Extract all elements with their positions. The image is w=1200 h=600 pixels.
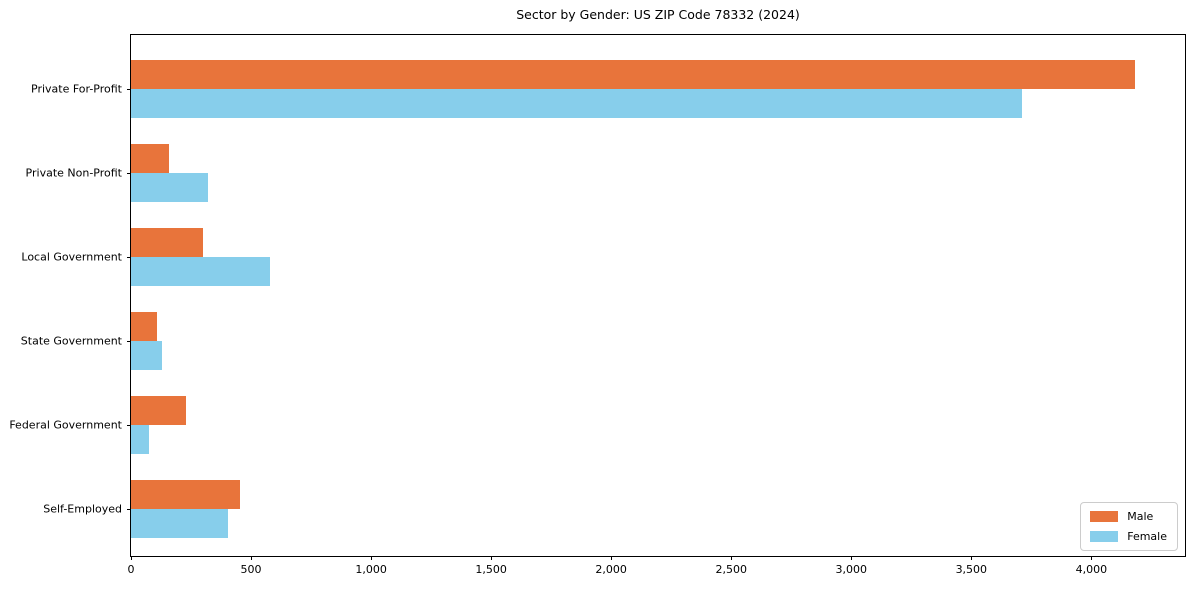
- female-bar: [131, 257, 271, 286]
- x-tick-mark: [850, 556, 852, 560]
- female-series-swatch: [1090, 531, 1119, 542]
- x-tick-label: 3,000: [835, 563, 868, 576]
- y-tick-label: Private For-Profit: [31, 82, 122, 96]
- female-bar: [131, 425, 149, 454]
- male-bar: [131, 396, 187, 425]
- y-tick-mark: [127, 88, 131, 90]
- y-tick-label: Private Non-Profit: [25, 166, 122, 180]
- female-bar: [131, 173, 208, 202]
- x-tick-mark: [730, 556, 732, 560]
- legend-label-male: Male: [1127, 510, 1154, 523]
- female-bar: [131, 509, 229, 538]
- legend-label-female: Female: [1127, 530, 1167, 543]
- x-tick-label: 4,000: [1075, 563, 1108, 576]
- female-bar: [131, 341, 163, 370]
- x-tick-label: 1,000: [355, 563, 387, 576]
- y-tick-label: State Government: [20, 334, 122, 348]
- legend-row-male: Male: [1090, 510, 1167, 523]
- y-tick-mark: [127, 340, 131, 342]
- legend: Male Female: [1080, 502, 1178, 551]
- male-bar: [131, 312, 158, 341]
- x-tick-mark: [610, 556, 612, 560]
- y-tick-label: Self-Employed: [43, 502, 122, 516]
- x-tick-label: 2,500: [715, 563, 747, 576]
- male-bar: [131, 228, 203, 257]
- x-tick-label: 500: [240, 563, 262, 576]
- male-bar: [131, 480, 241, 509]
- y-tick-mark: [127, 508, 131, 510]
- x-tick-mark: [130, 556, 132, 560]
- x-tick-label: 3,500: [955, 563, 988, 576]
- y-tick-mark: [127, 424, 131, 426]
- x-tick-mark: [490, 556, 492, 560]
- male-bar: [131, 60, 1135, 89]
- male-series-swatch: [1090, 511, 1119, 522]
- plot-area: Male Female Private For-Profit Private No…: [9, 34, 1186, 576]
- x-tick-label: 0: [127, 563, 135, 576]
- x-tick-mark: [370, 556, 372, 560]
- y-tick-mark: [127, 172, 131, 174]
- x-tick-label: 2,000: [595, 563, 627, 576]
- y-tick-label: Federal Government: [9, 418, 122, 432]
- female-bar: [131, 89, 1022, 118]
- chart-title: Sector by Gender: US ZIP Code 78332 (202…: [516, 7, 800, 22]
- male-bar: [131, 144, 170, 173]
- y-tick-label: Local Government: [21, 250, 122, 264]
- legend-row-female: Female: [1090, 530, 1167, 543]
- x-tick-mark: [970, 556, 972, 560]
- y-tick-mark: [127, 256, 131, 258]
- x-tick-mark: [1090, 556, 1092, 560]
- x-tick-label: 1,500: [475, 563, 507, 576]
- x-tick-mark: [250, 556, 252, 560]
